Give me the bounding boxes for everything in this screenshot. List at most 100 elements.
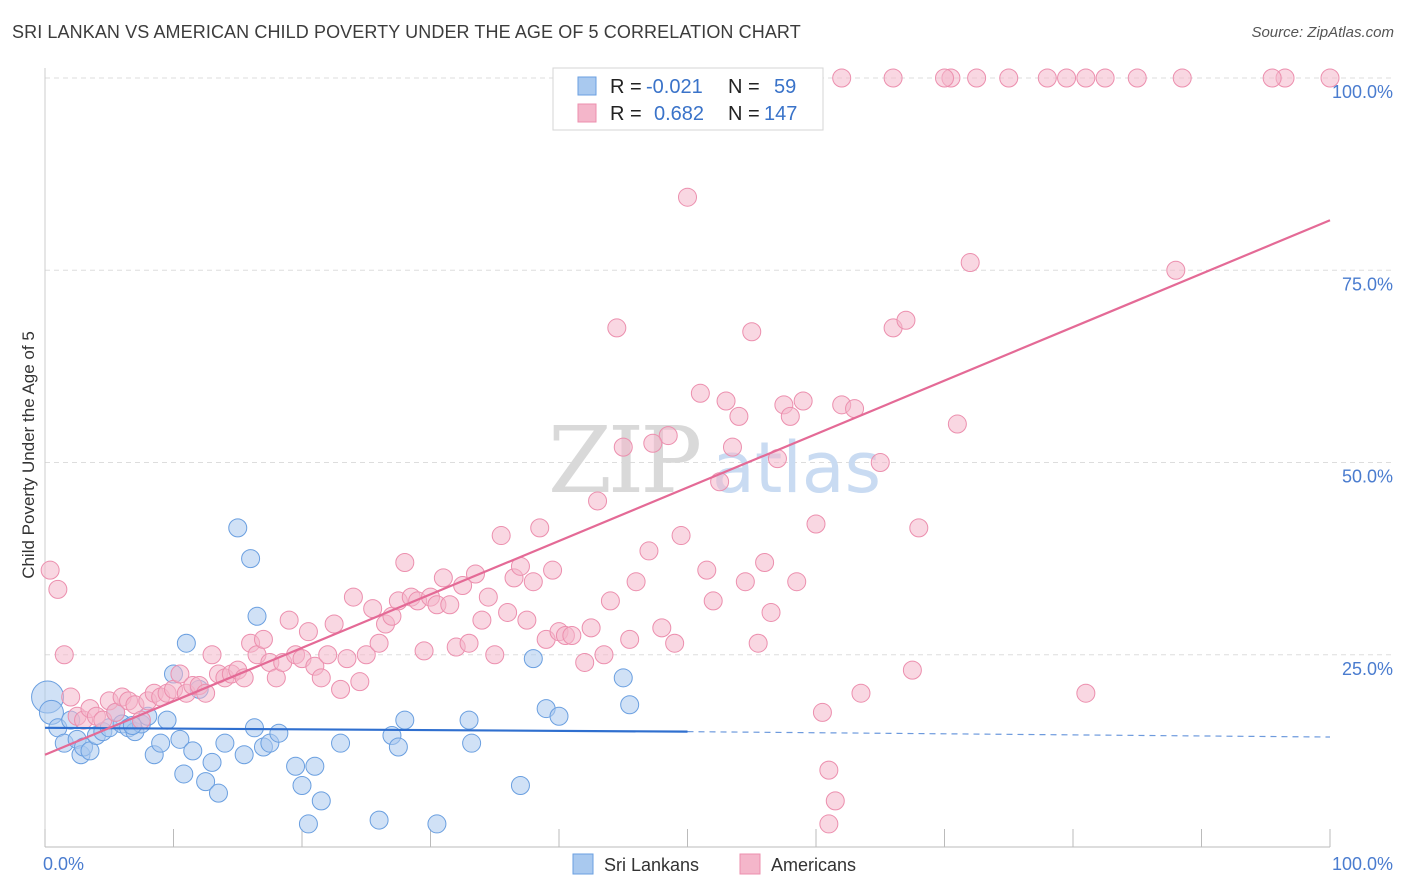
americans-point [48, 579, 68, 599]
americans-point [613, 437, 633, 457]
sri-lankans-point [151, 733, 171, 753]
sri-lankans-point [395, 710, 415, 730]
sri-lankans-point [523, 649, 543, 669]
americans-point [350, 672, 370, 692]
sri-lankans-point [305, 756, 325, 776]
sri-lankans-point [244, 718, 264, 738]
sri-lankans-point [311, 791, 331, 811]
sri-lankans-point [286, 756, 306, 776]
stats-r-value-blue: -0.021 [646, 76, 703, 98]
americans-point [40, 560, 60, 580]
watermark-atlas: atlas [712, 427, 881, 509]
sri-lankans-point [208, 783, 228, 803]
americans-point [960, 253, 980, 273]
sri-lankans-point [459, 710, 479, 730]
americans-point [343, 587, 363, 607]
americans-point [1166, 260, 1186, 280]
americans-point [825, 791, 845, 811]
americans-point [253, 629, 273, 649]
americans-point [819, 814, 839, 834]
stats-swatch-blue [577, 76, 597, 96]
americans-point [742, 322, 762, 342]
y-tick-label-1: 50.0% [1342, 467, 1393, 487]
sri-lankans-point [170, 729, 190, 749]
sri-lankans-point [247, 606, 267, 626]
stats-legend: R = -0.021 N = 59 R = 0.682 N = 147 [552, 67, 824, 131]
americans-point [298, 622, 318, 642]
americans-point [722, 437, 742, 457]
americans-point [1057, 68, 1077, 88]
watermark-zip: ZIP [548, 407, 699, 514]
sri-lankans-point [369, 810, 389, 830]
americans-point [318, 645, 338, 665]
legend-swatch-americans [739, 853, 761, 875]
americans-point [600, 591, 620, 611]
americans-point [324, 614, 344, 634]
americans-point [678, 187, 697, 207]
stats-swatch-pink [577, 103, 597, 123]
americans-point [967, 68, 987, 88]
stats-r-label-pink: R = [610, 103, 642, 125]
americans-point [331, 679, 351, 699]
data-points [31, 68, 1340, 834]
americans-point [658, 426, 678, 446]
americans-point [643, 433, 663, 453]
americans-point [1076, 68, 1096, 88]
americans-point [710, 472, 730, 492]
americans-point [54, 645, 74, 665]
sri-lankans-point [613, 668, 633, 688]
y-tick-label-3: 100.0% [1332, 82, 1393, 102]
americans-point [369, 633, 389, 653]
stats-r-label-blue: R = [610, 76, 642, 98]
americans-point [498, 602, 518, 622]
y-tick-label-0: 25.0% [1342, 659, 1393, 679]
sri-lankans-point [292, 775, 312, 795]
americans-point [279, 610, 299, 630]
americans-point [1095, 68, 1115, 88]
americans-point [1037, 68, 1057, 88]
americans-point [530, 518, 550, 538]
stats-n-value-pink: 147 [764, 103, 797, 125]
sri-lankans-point [462, 733, 482, 753]
americans-point [671, 526, 691, 546]
legend-label-sri-lankans: Sri Lankans [604, 855, 699, 875]
americans-point [832, 68, 852, 88]
legend-swatch-sri-lankans [572, 853, 594, 875]
americans-point [543, 560, 563, 580]
americans-point [1127, 68, 1147, 88]
americans-point [581, 618, 601, 638]
americans-point [478, 587, 498, 607]
americans-point [414, 641, 434, 661]
sri-lankans-point [388, 737, 408, 757]
americans-point [170, 664, 190, 684]
americans-point [575, 652, 595, 672]
sri-lankans-point [174, 764, 194, 784]
americans-point [588, 491, 608, 511]
americans-point [311, 668, 331, 688]
americans-point [883, 68, 903, 88]
americans-point [523, 572, 543, 592]
americans-point [1320, 68, 1340, 88]
americans-point [806, 514, 826, 534]
americans-point [902, 660, 922, 680]
sri-lankans-point [196, 772, 216, 792]
americans-point [1172, 68, 1192, 88]
trend-line-extension-sri-lankans [687, 731, 1331, 738]
chart-title: SRI LANKAN VS AMERICAN CHILD POVERTY UND… [12, 22, 801, 42]
americans-point [1262, 68, 1282, 88]
americans-point [935, 68, 954, 88]
americans-point [896, 310, 916, 330]
americans-point [812, 702, 832, 722]
sri-lankans-point [269, 723, 289, 743]
americans-point [639, 541, 659, 561]
americans-point [337, 649, 357, 669]
sri-lankans-point [202, 752, 222, 772]
americans-point [697, 560, 717, 580]
americans-point [459, 633, 479, 653]
sri-lankans-point [549, 706, 569, 726]
chart-source: Source: ZipAtlas.com [1251, 24, 1394, 41]
americans-point [491, 526, 511, 546]
sri-lankans-point [183, 741, 203, 761]
grid-lines [45, 77, 1392, 656]
